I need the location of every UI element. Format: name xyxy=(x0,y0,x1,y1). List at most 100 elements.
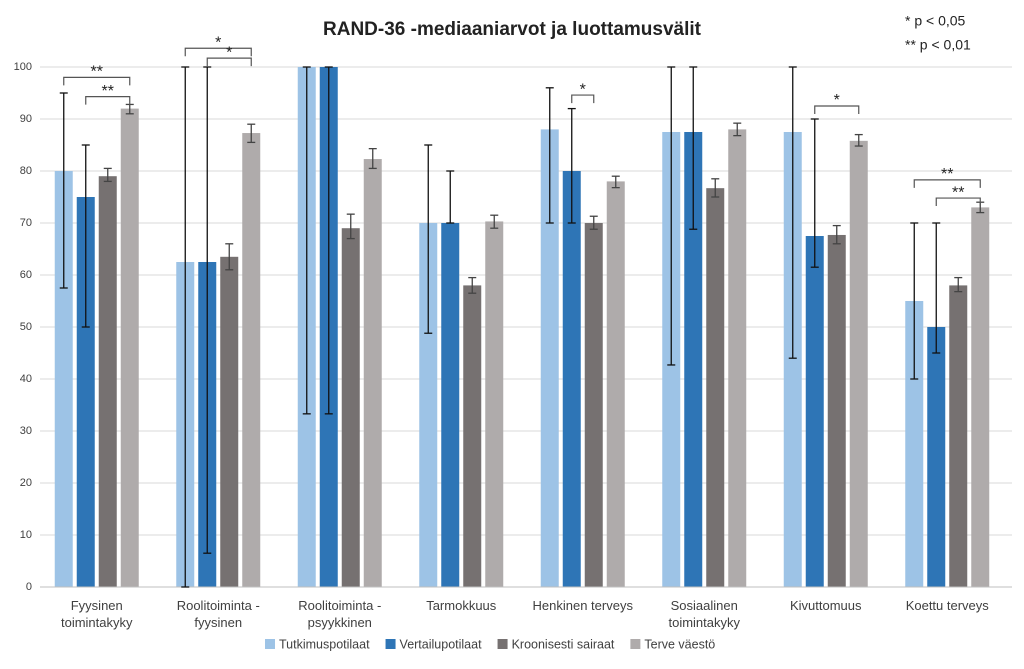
error-bar xyxy=(181,66,190,588)
y-tick-label: 10 xyxy=(20,529,32,541)
x-tick-label: Koettu terveys xyxy=(905,598,989,613)
error-bar xyxy=(81,144,90,328)
significance-label: ** xyxy=(952,184,964,201)
bar xyxy=(120,108,139,587)
y-tick-label: 0 xyxy=(26,581,32,593)
x-tick-label: Kivuttomuus xyxy=(789,598,862,613)
y-tick-label: 60 xyxy=(20,269,32,281)
y-tick-label: 30 xyxy=(20,425,32,437)
error-bar xyxy=(854,133,863,147)
x-tick-label: Fyysinen toimintakyky xyxy=(60,598,133,630)
error-bar xyxy=(368,147,377,170)
bar xyxy=(562,171,581,587)
bar xyxy=(905,301,924,587)
x-tick-label: Henkinen terveys xyxy=(532,598,633,613)
bar xyxy=(419,223,438,587)
error-bar xyxy=(932,222,941,354)
legend-label: Kroonisesti sairaat xyxy=(512,637,615,651)
error-bar xyxy=(667,66,676,366)
significance-bracket xyxy=(913,179,981,188)
legend-label: Tutkimuspotilaat xyxy=(279,637,370,651)
significance-bracket xyxy=(184,47,252,57)
error-bar xyxy=(59,92,68,289)
error-bar xyxy=(225,243,234,271)
error-bar xyxy=(567,107,576,224)
significance-bracket xyxy=(935,197,981,207)
error-bar xyxy=(810,118,819,268)
y-tick-label: 50 xyxy=(20,321,32,333)
bar xyxy=(441,223,460,587)
bar xyxy=(242,133,261,588)
error-bar xyxy=(446,170,455,224)
error-bar xyxy=(490,214,499,229)
error-bar xyxy=(832,224,841,245)
legend-swatch xyxy=(497,639,508,649)
bar xyxy=(98,176,117,587)
error-bar xyxy=(424,144,433,334)
bar xyxy=(220,256,239,587)
significance-label: ** xyxy=(91,64,103,81)
error-bar xyxy=(611,175,620,189)
significance-bracket xyxy=(206,57,252,67)
y-tick-label: 70 xyxy=(20,217,32,229)
bar xyxy=(684,132,703,587)
error-bar xyxy=(203,66,212,554)
bar xyxy=(341,228,360,587)
bar xyxy=(849,140,868,587)
significance-bracket xyxy=(571,94,595,104)
legend-swatch xyxy=(385,639,396,649)
bar xyxy=(584,223,603,587)
note: * p < 0,05 xyxy=(905,13,966,29)
error-bar xyxy=(788,66,797,359)
significance-label: * xyxy=(834,92,840,109)
significance-label: ** xyxy=(941,166,953,183)
error-bar xyxy=(733,122,742,137)
significance-label: * xyxy=(580,81,586,98)
bar xyxy=(463,285,482,587)
error-bar xyxy=(910,222,919,380)
x-tick-label: Sosiaalinen toimintakyky xyxy=(668,598,741,630)
error-bar xyxy=(589,215,598,230)
x-tick-label: Tarmokkuus xyxy=(426,598,497,613)
bar xyxy=(540,129,559,587)
error-bar xyxy=(468,276,477,294)
bar xyxy=(606,181,625,587)
y-tick-label: 80 xyxy=(20,165,32,177)
y-tick-label: 90 xyxy=(20,113,32,125)
error-bar xyxy=(689,66,698,230)
x-tick-label: Roolitoiminta - fyysinen xyxy=(176,598,260,630)
significance-label: ** xyxy=(102,83,114,100)
note: ** p < 0,01 xyxy=(905,37,971,53)
bar xyxy=(783,132,802,587)
legend-swatch xyxy=(265,639,275,649)
y-tick-label: 20 xyxy=(20,477,32,489)
error-bar xyxy=(954,276,963,293)
bar xyxy=(949,285,968,587)
chart-title: RAND-36 -mediaaniarvot ja luottamusvälit xyxy=(323,19,702,40)
significance-bracket xyxy=(85,96,131,105)
bar xyxy=(805,236,824,587)
significance-bracket xyxy=(63,76,131,86)
legend-label: Vertailupotilaat xyxy=(400,637,483,651)
bar xyxy=(54,171,73,587)
bar xyxy=(927,327,946,587)
error-bar xyxy=(302,66,311,415)
significance-label: * xyxy=(215,34,221,51)
significance-bracket xyxy=(814,105,860,114)
bar xyxy=(827,234,846,587)
error-bar xyxy=(346,213,355,240)
bar xyxy=(971,207,990,587)
error-bar xyxy=(247,123,256,144)
y-tick-label: 100 xyxy=(14,61,32,73)
error-bar xyxy=(103,167,112,183)
legend-swatch xyxy=(630,639,641,649)
error-bar xyxy=(545,87,554,224)
bar xyxy=(485,221,504,587)
error-bar xyxy=(711,178,720,198)
bar xyxy=(728,129,747,587)
x-tick-label: Roolitoiminta - psyykkinen xyxy=(298,598,382,630)
y-tick-label: 40 xyxy=(20,373,32,385)
legend-label: Terve väestö xyxy=(644,637,715,651)
